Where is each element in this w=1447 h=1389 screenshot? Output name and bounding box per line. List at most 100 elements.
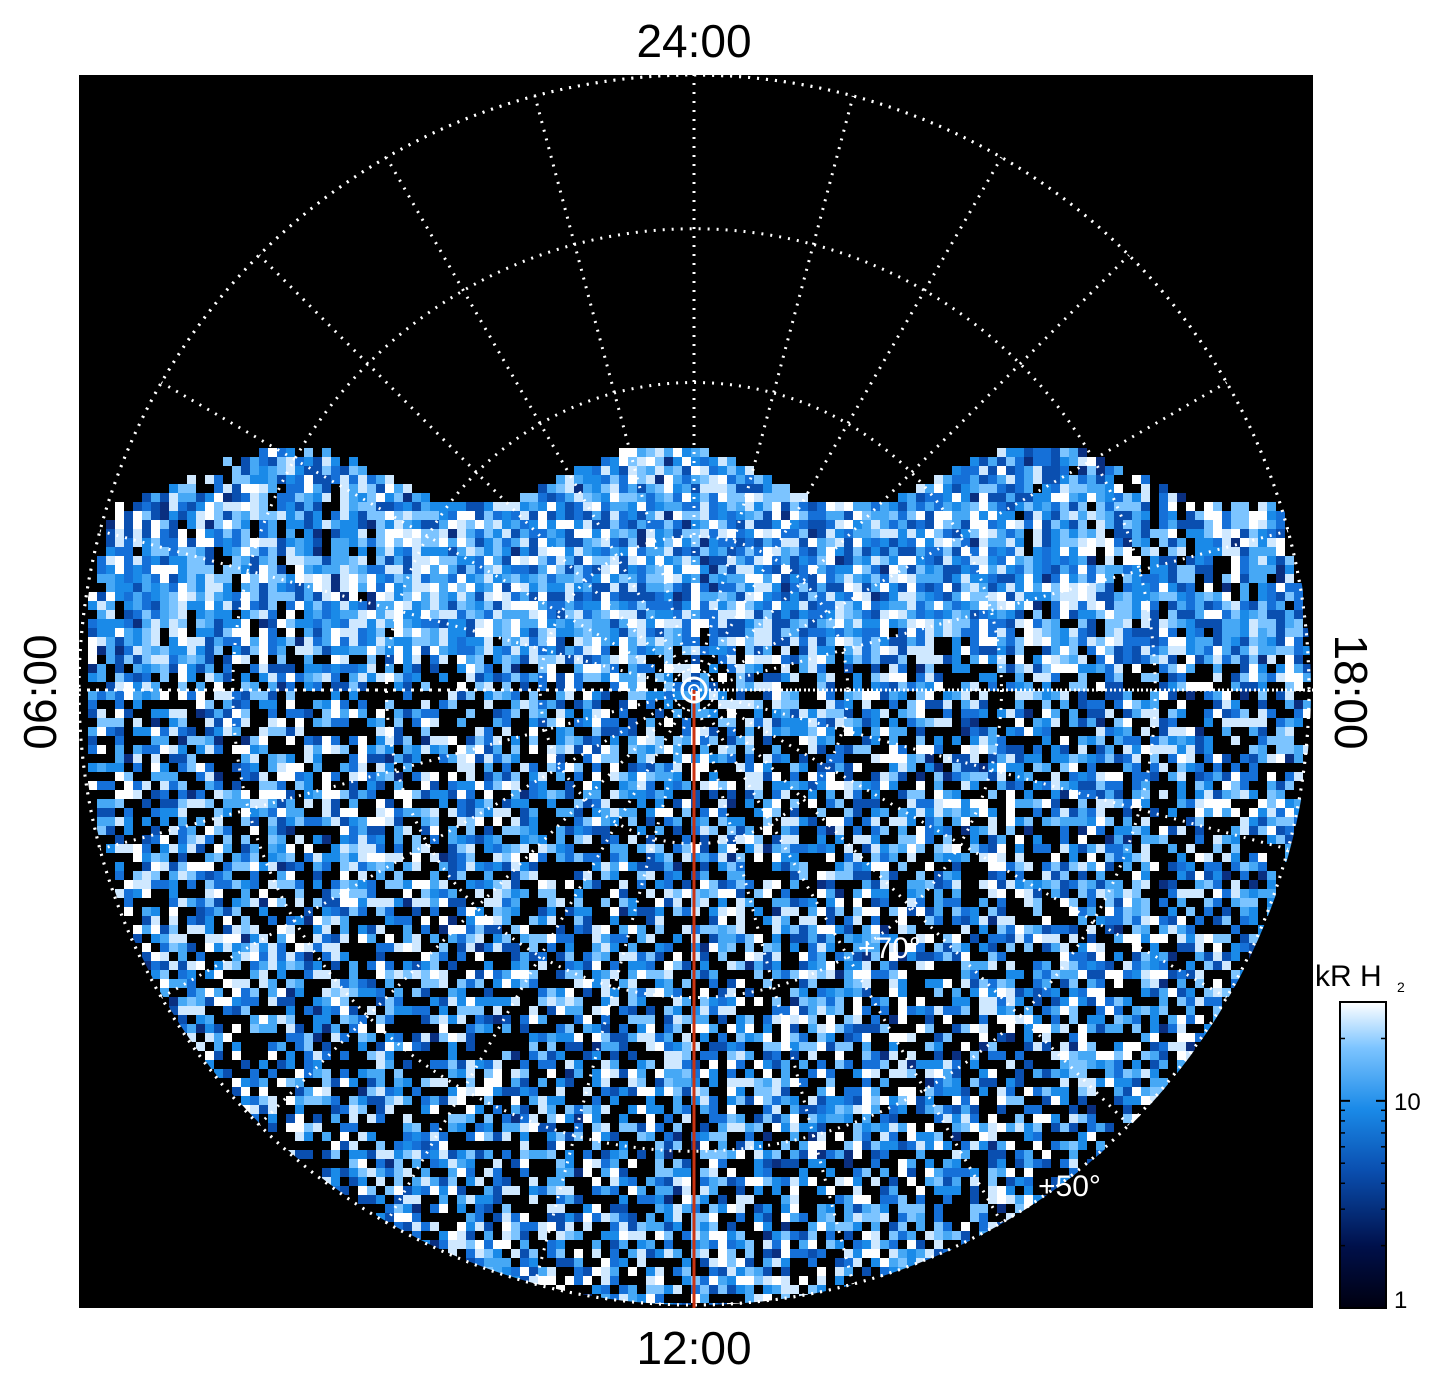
emission-cell <box>934 529 943 538</box>
emission-cell <box>700 448 709 457</box>
emission-cell <box>817 925 826 934</box>
emission-cell <box>1168 610 1177 619</box>
emission-cell <box>133 511 142 529</box>
emission-cell <box>628 808 637 817</box>
emission-cell <box>358 673 367 682</box>
emission-cell <box>196 709 205 718</box>
emission-cell <box>223 925 232 934</box>
emission-cell <box>1051 754 1060 763</box>
emission-cell <box>448 934 457 943</box>
emission-cell <box>1006 880 1015 889</box>
emission-cell <box>718 484 727 493</box>
emission-cell <box>727 745 736 754</box>
emission-cell <box>259 745 268 754</box>
emission-cell <box>466 844 475 853</box>
emission-cell <box>799 817 808 826</box>
emission-cell <box>673 709 682 718</box>
emission-cell <box>952 880 961 889</box>
emission-cell <box>385 673 394 682</box>
emission-cell <box>817 826 826 835</box>
emission-cell <box>961 853 970 862</box>
emission-cell <box>1186 925 1195 934</box>
emission-cell <box>1060 691 1069 700</box>
emission-cell <box>502 781 511 790</box>
emission-cell <box>1132 772 1141 781</box>
emission-cell <box>457 799 466 808</box>
emission-cell <box>106 781 115 790</box>
emission-cell <box>1087 853 1096 862</box>
emission-cell <box>385 745 394 754</box>
emission-cell <box>277 538 286 556</box>
emission-cell <box>646 565 655 574</box>
emission-cell <box>601 619 610 646</box>
emission-cell <box>817 718 826 727</box>
emission-cell <box>358 772 367 781</box>
emission-cell <box>1249 511 1258 538</box>
emission-cell <box>736 619 745 637</box>
emission-cell <box>1006 754 1015 763</box>
emission-cell <box>160 943 169 952</box>
emission-cell <box>376 745 385 754</box>
emission-cell <box>745 826 754 835</box>
emission-cell <box>628 556 637 565</box>
emission-cell <box>1141 898 1150 907</box>
emission-cell <box>907 637 916 646</box>
emission-cell <box>1195 772 1204 781</box>
emission-cell <box>178 826 187 835</box>
emission-cell <box>1249 898 1258 907</box>
emission-cell <box>1006 790 1015 799</box>
emission-cell <box>529 835 538 844</box>
emission-cell <box>799 898 808 907</box>
emission-cell <box>961 826 970 835</box>
emission-cell <box>772 835 781 844</box>
emission-cell <box>682 502 691 511</box>
emission-cell <box>889 853 898 862</box>
emission-cell <box>259 637 268 646</box>
emission-cell <box>916 691 925 700</box>
emission-cell <box>295 880 304 889</box>
emission-cell <box>160 709 169 718</box>
emission-cell <box>637 907 646 916</box>
emission-cell <box>358 871 367 880</box>
emission-cell <box>655 691 664 700</box>
emission-cell <box>367 889 376 898</box>
emission-cell <box>250 682 259 691</box>
emission-cell <box>1141 484 1150 502</box>
emission-cell <box>772 943 781 952</box>
emission-cell <box>1132 556 1141 565</box>
emission-cell <box>268 799 277 808</box>
emission-cell <box>601 727 610 736</box>
emission-cell <box>682 799 691 808</box>
emission-cell <box>322 619 331 646</box>
emission-cell <box>1015 745 1024 754</box>
emission-cell <box>790 727 799 736</box>
emission-cell <box>313 880 322 889</box>
emission-cell <box>313 790 322 799</box>
emission-cell <box>466 664 475 673</box>
emission-cell <box>196 898 205 907</box>
emission-cell <box>1015 601 1024 610</box>
emission-cell <box>169 826 178 835</box>
emission-cell <box>1168 736 1177 745</box>
emission-cell <box>943 808 952 817</box>
emission-cell <box>988 826 997 835</box>
emission-cell <box>700 673 709 682</box>
emission-cell <box>439 655 448 664</box>
emission-cell <box>403 736 412 745</box>
emission-cell <box>1024 448 1033 457</box>
emission-cell <box>394 844 403 853</box>
emission-cell <box>826 799 835 808</box>
emission-cell <box>952 520 961 529</box>
emission-cell <box>709 772 718 781</box>
emission-cell <box>1096 718 1105 727</box>
emission-cell <box>925 700 934 709</box>
emission-cell <box>601 655 610 664</box>
emission-cell <box>1132 871 1141 880</box>
emission-cell <box>1114 799 1123 808</box>
emission-cell <box>718 808 727 817</box>
emission-cell <box>844 790 853 799</box>
emission-cell <box>358 835 367 844</box>
emission-cell <box>700 925 709 934</box>
emission-cell <box>367 754 376 763</box>
emission-cell <box>358 907 367 916</box>
